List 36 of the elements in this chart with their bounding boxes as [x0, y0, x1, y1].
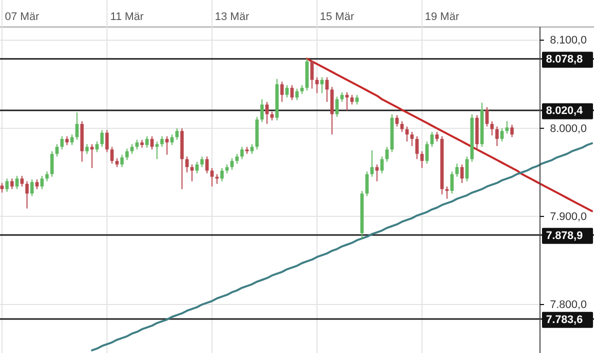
- candlestick: [155, 141, 159, 160]
- candlestick: [210, 167, 214, 187]
- ref-line-label: 8.020,4: [546, 105, 584, 118]
- candlestick: [95, 141, 99, 153]
- candlestick: [70, 134, 74, 146]
- x-tick-label: 15 Mär: [320, 11, 354, 23]
- candlestick: [315, 76, 319, 94]
- y-tick-label: 7.900,0: [550, 210, 587, 223]
- candlestick: [350, 94, 354, 106]
- candlestick: [35, 178, 39, 190]
- x-tick-label: 13 Mär: [214, 11, 250, 23]
- y-tick-label: 8.000,0: [550, 122, 587, 135]
- candlestick: [355, 94, 359, 106]
- candlestick: [10, 178, 14, 190]
- candlestick: [410, 131, 414, 146]
- candlestick: [200, 156, 204, 168]
- y-tick-label: 8.100,0: [550, 34, 587, 47]
- candlestick: [435, 131, 439, 142]
- candlestick: [495, 126, 499, 146]
- candlestick: [45, 170, 49, 182]
- x-tick-label: 11 Mär: [110, 11, 144, 23]
- x-tick-label: 07 Mär: [4, 11, 40, 23]
- candlestick: [20, 175, 24, 187]
- candlestick: [125, 148, 129, 161]
- candlestick: [135, 139, 139, 150]
- y-tick-label: 7.800,0: [550, 299, 587, 312]
- candlestick: [405, 126, 409, 142]
- candlestick: [320, 76, 324, 94]
- line-series: [91, 142, 593, 352]
- candlestick: [170, 134, 174, 146]
- candlestick: [445, 186, 449, 200]
- candlestick: [235, 153, 239, 164]
- ref-line-label: 7.783,6: [546, 314, 583, 326]
- ref-line-label: 8.078,8: [546, 54, 583, 66]
- ref-line-label: 7.878,9: [546, 230, 583, 242]
- x-tick-label: 19 Mär: [424, 11, 460, 23]
